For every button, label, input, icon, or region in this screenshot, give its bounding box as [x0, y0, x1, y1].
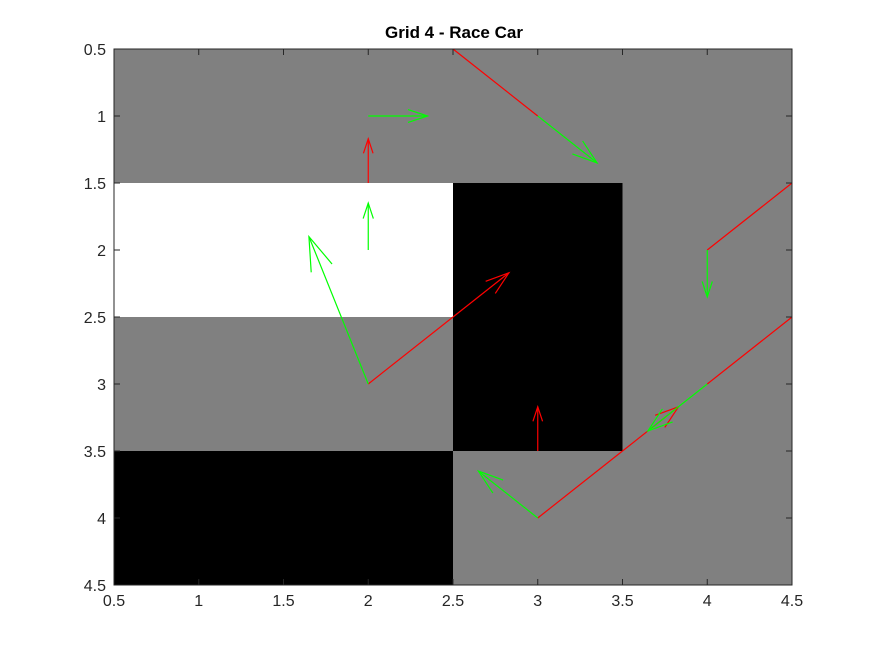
red-arrow-head [362, 136, 374, 154]
green-arrow [537, 115, 599, 165]
y-tick-label: 1.5 [84, 176, 106, 193]
red-arrow-head [485, 271, 511, 294]
green-arrow-head [476, 469, 504, 494]
path-marks [308, 48, 793, 519]
red-path-line [367, 316, 454, 385]
green-arrow [701, 250, 713, 299]
green-arrow [476, 469, 539, 519]
red-path-line [452, 48, 539, 117]
green-arrow-head [407, 108, 430, 124]
red-arrow [532, 404, 544, 451]
grid-cell [622, 49, 792, 183]
green-arrow-head [572, 140, 599, 165]
red-arrow-head [532, 404, 544, 422]
grid-cell [114, 49, 284, 183]
y-tick-label: 3.5 [84, 444, 106, 461]
y-tick-label: 2.5 [84, 310, 106, 327]
green-arrow-head [362, 201, 374, 219]
green-arrow-shaft [537, 115, 598, 164]
x-tick-label: 1.5 [272, 593, 294, 610]
y-tick-label: 0.5 [84, 42, 106, 59]
green-arrow-head [308, 234, 333, 273]
green-arrow [368, 108, 430, 124]
y-tick-label: 3 [97, 377, 106, 394]
green-arrow-shaft [647, 383, 708, 432]
green-arrow-head [701, 281, 713, 299]
x-tick-label: 2 [364, 593, 373, 610]
x-tick-label: 3.5 [611, 593, 633, 610]
grid-cell [114, 317, 284, 451]
x-tick-label: 4 [703, 593, 712, 610]
green-arrow [362, 201, 374, 250]
green-arrow-shaft [478, 470, 539, 519]
green-arrow-head [646, 408, 673, 433]
red-arrow-shaft [452, 272, 510, 318]
red-path-line [537, 450, 623, 519]
y-tick-label: 4 [97, 511, 106, 528]
red-arrow [362, 136, 374, 183]
x-tick-label: 0.5 [103, 593, 125, 610]
x-tick-label: 3 [533, 593, 542, 610]
x-tick-label: 1 [194, 593, 203, 610]
y-tick-label: 2 [97, 243, 106, 260]
x-tick-label: 4.5 [781, 593, 803, 610]
green-arrow [646, 383, 708, 433]
y-tick-label: 4.5 [84, 578, 106, 595]
red-path-line [706, 182, 793, 251]
green-arrow-shaft [308, 236, 369, 385]
y-tick-label: 1 [97, 109, 106, 126]
red-path-line [706, 316, 793, 385]
grid-cell [283, 451, 453, 585]
x-tick-label: 2.5 [442, 593, 464, 610]
chart-title: Grid 4 - Race Car [385, 23, 523, 42]
green-arrow [308, 234, 369, 385]
axis-ticks: 0.5 1 1.5 2 2.5 3 3.5 4 4.50.511.522.533.544.5 [84, 42, 803, 610]
red-arrow [452, 271, 511, 318]
grid-cell [622, 451, 792, 585]
grid-cell [114, 451, 284, 585]
grid-cell [114, 183, 284, 317]
